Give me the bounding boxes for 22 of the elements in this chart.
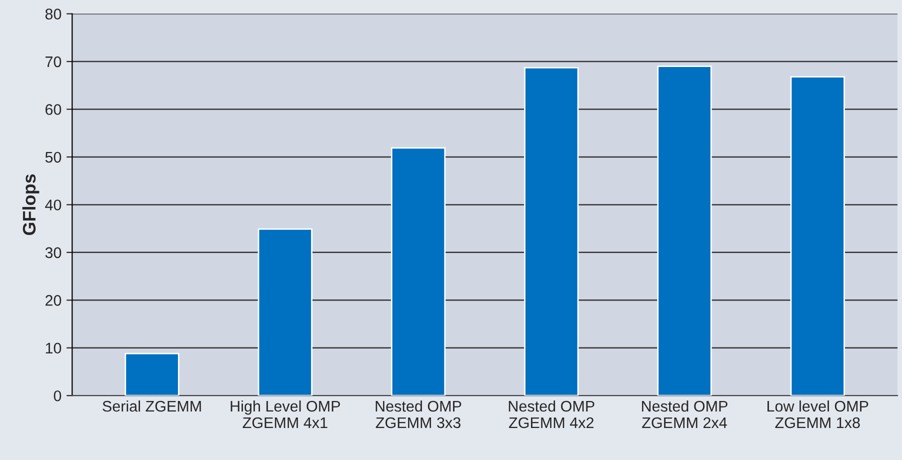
- bar: [790, 76, 845, 396]
- x-tick-label: Low level OMP ZGEMM 1x8: [768, 400, 868, 428]
- y-tick-label: 50: [45, 152, 62, 163]
- y-tick-label: 60: [46, 104, 62, 115]
- y-tick-label: 30: [45, 247, 62, 258]
- bar: [124, 352, 180, 396]
- bar: [258, 228, 312, 396]
- x-tick-label: High Level OMP ZGEMM 4x1: [230, 400, 340, 428]
- x-tick-label: Serial ZGEMM: [102, 400, 201, 412]
- x-tick-label: Nested OMP ZGEMM 4x2: [508, 400, 594, 428]
- y-tick-label: 10: [46, 342, 62, 354]
- y-axis-title: GFlops: [22, 174, 40, 236]
- x-tick-label: Nested OMP ZGEMM 3x3: [376, 400, 462, 428]
- y-tick-label: 20: [46, 295, 62, 306]
- y-tick-label: 80: [45, 8, 62, 20]
- x-tick-label: Nested OMP ZGEMM 2x4: [642, 400, 728, 428]
- y-tick-label: 0: [54, 390, 62, 402]
- bar: [524, 67, 579, 396]
- bar: [390, 147, 446, 396]
- bar: [657, 66, 712, 396]
- y-tick-label: 40: [45, 200, 62, 210]
- y-tick-label: 70: [46, 56, 62, 68]
